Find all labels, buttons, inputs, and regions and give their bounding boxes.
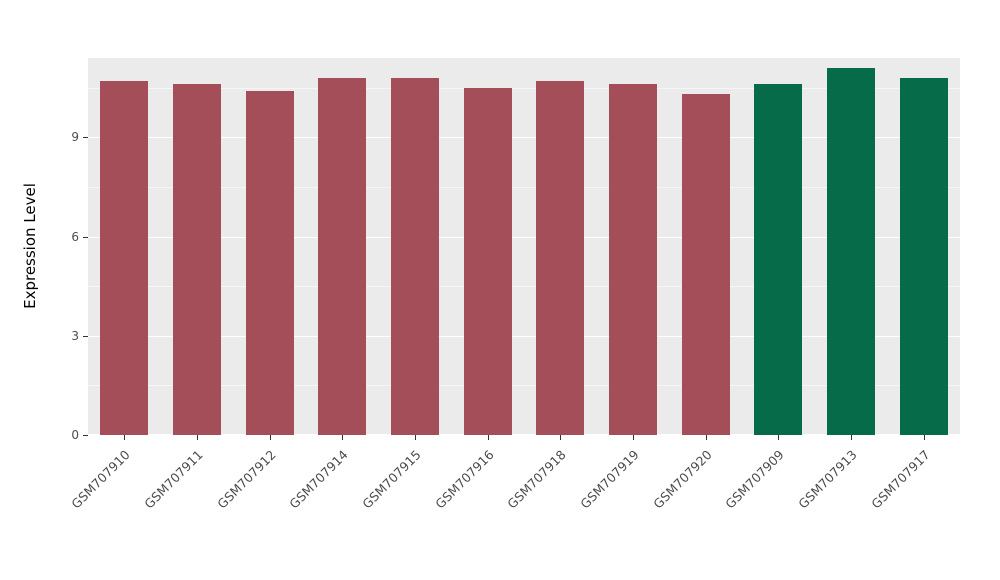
x-tick-mark	[633, 435, 634, 440]
x-tick-label: GSM707913	[795, 447, 860, 512]
bar	[754, 84, 803, 435]
bar-slot	[451, 58, 524, 435]
x-tick-label: GSM707920	[649, 447, 715, 512]
y-tick-mark	[83, 335, 88, 337]
bar-slot	[597, 58, 670, 435]
y-tick-mark	[83, 236, 88, 238]
bar	[463, 87, 512, 435]
x-tick-mark	[705, 435, 707, 440]
bar	[827, 67, 876, 435]
x-tick-label: GSM707909	[722, 447, 787, 512]
x-tick-mark	[560, 435, 562, 440]
bar-slot	[379, 58, 452, 435]
y-tick-label: 0	[71, 428, 79, 442]
bar-slot	[88, 58, 161, 435]
bars-container	[88, 58, 960, 435]
plot-panel	[88, 58, 960, 435]
bar-slot	[815, 58, 888, 435]
bar	[100, 81, 149, 435]
bar	[609, 84, 658, 435]
bar	[391, 77, 439, 435]
x-tick-mark	[415, 435, 416, 440]
x-tick-label: GSM707911	[141, 447, 206, 512]
bar	[318, 77, 367, 435]
bar	[173, 84, 221, 435]
bar	[245, 91, 294, 435]
bar-slot	[161, 58, 234, 435]
x-tick-label: GSM707919	[577, 447, 642, 512]
x-tick-label: GSM707915	[359, 447, 424, 512]
x-tick-mark	[923, 435, 925, 440]
y-tick-label: 9	[71, 130, 79, 145]
x-tick-mark	[778, 435, 780, 440]
bar-slot	[233, 58, 306, 435]
x-tick-mark	[342, 435, 344, 440]
bar-slot	[524, 58, 597, 435]
x-tick-mark	[487, 435, 489, 440]
y-tick-mark	[83, 137, 88, 139]
bar	[536, 81, 585, 435]
bar-slot	[887, 58, 960, 435]
x-tick-mark	[124, 435, 126, 440]
y-tick-label: 3	[71, 328, 79, 343]
y-tick-mark	[83, 435, 88, 436]
bar-slot	[306, 58, 379, 435]
y-axis-title: Expression Level	[21, 183, 39, 309]
bar	[681, 94, 730, 435]
x-tick-mark	[197, 435, 198, 440]
x-tick-mark	[269, 435, 271, 440]
bar	[899, 77, 948, 435]
bar-slot	[742, 58, 815, 435]
x-tick-label: GSM707914	[286, 447, 351, 512]
x-tick-label: GSM707917	[867, 447, 933, 512]
bar-slot	[669, 58, 742, 435]
x-tick-label: GSM707916	[431, 447, 497, 512]
x-tick-label: GSM707918	[504, 447, 569, 512]
y-tick-label: 6	[71, 229, 79, 244]
x-tick-label: GSM707910	[68, 447, 133, 512]
x-tick-label: GSM707912	[213, 447, 279, 512]
x-tick-mark	[851, 435, 852, 440]
